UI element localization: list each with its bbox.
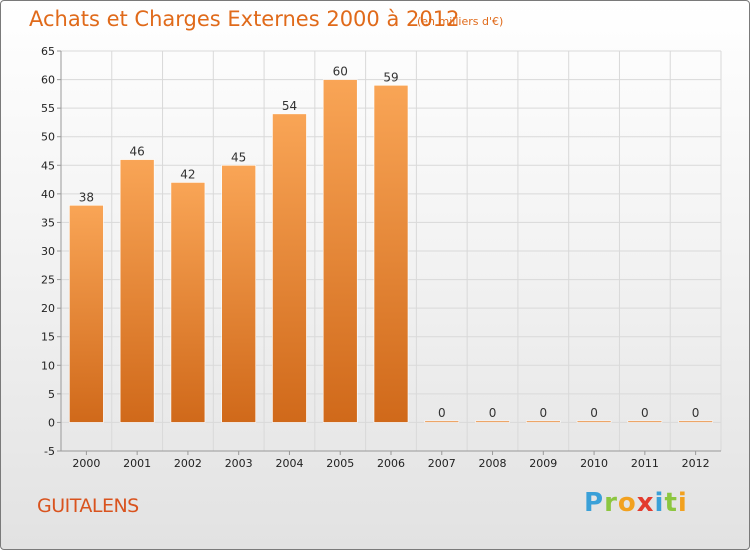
logo-letter: i [677, 488, 688, 518]
commune-name: GUITALENS [37, 495, 139, 517]
x-tick-label: 2010 [580, 457, 608, 470]
y-tick-label: 40 [41, 188, 55, 201]
bar [272, 113, 307, 423]
bar-value-label: 0 [692, 406, 700, 420]
y-tick-label: 10 [41, 359, 55, 372]
bar [576, 420, 612, 423]
bar [119, 159, 155, 423]
y-tick-label: 20 [41, 302, 55, 315]
y-tick-label: 0 [48, 416, 55, 429]
bar [373, 84, 409, 423]
axes: -5 0 5 10 15 20 25 30 35 40 45 50 55 60 65 2000 2001 2002… [41, 45, 721, 470]
x-tick-label: 2009 [529, 457, 557, 470]
bar-value-label: 59 [383, 70, 398, 84]
bar-value-label: 42 [180, 167, 195, 181]
x-tick-label: 2001 [123, 457, 151, 470]
x-tick-label: 2004 [275, 457, 303, 470]
bar [678, 420, 713, 423]
logo-letter: i [654, 488, 665, 518]
y-tick-label: 45 [41, 159, 55, 172]
bar [221, 164, 256, 423]
x-tick-label: 2000 [72, 457, 100, 470]
bar-value-label: 0 [438, 406, 446, 420]
logo-letter: t [664, 488, 678, 518]
y-tick-label: 30 [41, 245, 55, 258]
x-tick-label: 2003 [225, 457, 253, 470]
logo-letter: x [636, 488, 655, 518]
y-tick-label: 50 [41, 131, 55, 144]
x-tick-label: 2005 [326, 457, 354, 470]
bar-value-label: 38 [79, 190, 94, 204]
y-tick-label: 55 [41, 102, 55, 115]
x-tick-label: 2006 [377, 457, 405, 470]
bar-value-label: 46 [130, 145, 145, 159]
y-tick-label: 65 [41, 45, 55, 58]
bar-value-label: 60 [333, 65, 348, 79]
y-tick-label: 5 [48, 388, 55, 401]
proxiti-logo[interactable]: Proxiti [584, 488, 688, 518]
bar [322, 79, 358, 423]
bar [526, 420, 561, 423]
logo-letter: P [584, 488, 605, 518]
y-tick-label: 25 [41, 274, 55, 287]
x-tick-label: 2008 [479, 457, 507, 470]
chart-subtitle: (en milliers d'€) [417, 15, 504, 28]
bar [69, 204, 104, 423]
y-tick-label: -5 [44, 445, 55, 458]
bar-value-label: 0 [590, 406, 598, 420]
bar [170, 182, 206, 423]
logo-letter: r [604, 488, 618, 518]
x-tick-label: 2002 [174, 457, 202, 470]
bars [69, 79, 713, 423]
bar-value-label: 0 [489, 406, 497, 420]
y-tick-label: 15 [41, 331, 55, 344]
bar [627, 420, 663, 423]
logo-letter: o [617, 488, 637, 518]
value-labels: 38 46 42 45 54 60 59 0 0 0 0 0 0 [79, 65, 700, 420]
x-tick-label: 2007 [428, 457, 456, 470]
bar-value-label: 54 [282, 99, 297, 113]
bar-value-label: 0 [539, 406, 547, 420]
x-tick-label: 2012 [682, 457, 710, 470]
bar [475, 420, 510, 423]
y-tick-label: 35 [41, 216, 55, 229]
y-tick-label: 60 [41, 74, 55, 87]
bar [424, 420, 460, 423]
bar-value-label: 0 [641, 406, 649, 420]
chart-title: Achats et Charges Externes 2000 à 2012 [29, 7, 460, 31]
bar-value-label: 45 [231, 150, 246, 164]
x-tick-label: 2011 [631, 457, 659, 470]
